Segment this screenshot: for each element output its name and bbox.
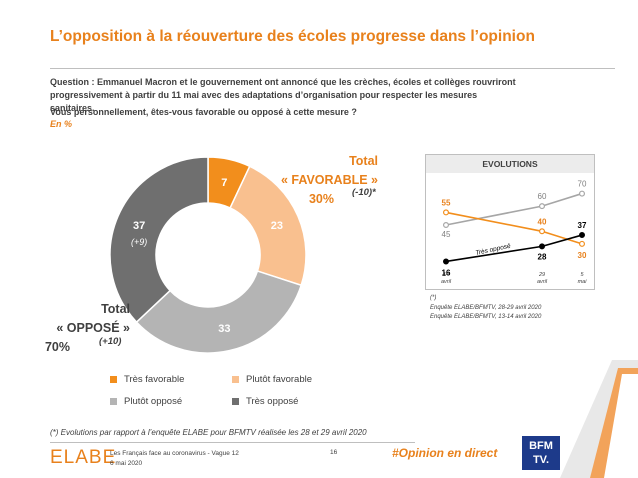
x-tick-month: mai — [578, 279, 588, 285]
evolution-point — [538, 243, 545, 250]
legend-swatch — [232, 398, 239, 405]
x-tick-month: avril — [441, 279, 452, 285]
evolution-value-label: 16 — [442, 268, 451, 277]
evolution-point — [579, 240, 586, 247]
evolution-value-label: 30 — [578, 251, 587, 260]
evolution-value-label: 40 — [538, 217, 547, 226]
total-favorable-value: 30% — [308, 191, 334, 206]
donut-slice-plutot-favorable — [229, 165, 307, 287]
donut-value-label: 7 — [221, 177, 227, 189]
source-line-2: Enquête ELABE/BFMTV, 13-14 avril 2020 — [430, 314, 542, 321]
total-favorable-delta: (-10)* — [352, 187, 376, 198]
evolution-line — [445, 234, 583, 263]
donut-delta-label: (+9) — [131, 237, 147, 247]
total-oppose-delta: (+10) — [99, 336, 122, 347]
evolution-value-label: 70 — [578, 180, 587, 189]
x-tick-day: 5 — [580, 272, 584, 278]
footer-info: Les Français face au coronavirus - Vague… — [110, 449, 239, 470]
unit-label: En % — [50, 119, 73, 129]
evolution-value-label: 28 — [538, 252, 547, 261]
total-oppose-line1: Total — [101, 302, 130, 316]
hashtag: #Opinion en direct — [392, 446, 498, 460]
total-favorable-block: Total « FAVORABLE » 30% — [268, 152, 378, 208]
bfmtv-logo-line2: TV. — [532, 454, 550, 466]
evolutions-title: EVOLUTIONS — [426, 155, 594, 173]
evolution-point — [443, 258, 450, 265]
evolution-point — [579, 190, 586, 197]
evolution-point — [443, 209, 450, 216]
evolution-value-label: 55 — [442, 198, 451, 207]
bfmtv-logo-line1: BFM — [529, 440, 553, 452]
donut-chart: 7 23 33 37 (+9) — [109, 156, 307, 354]
evolution-value-label: 60 — [538, 192, 547, 201]
footnote-mark: (*) — [430, 295, 437, 301]
evolution-line — [445, 211, 583, 245]
survey-date: 6 mai 2020 — [110, 460, 143, 468]
total-oppose-line2: « OPPOSÉ » — [56, 320, 130, 335]
donut-slice-plutot-oppose — [135, 270, 303, 354]
evolution-point — [579, 232, 586, 239]
question-text: Question : Emmanuel Macron et le gouvern… — [50, 77, 516, 114]
evolution-point — [443, 221, 450, 228]
page-number: 16 — [330, 449, 338, 456]
legend-swatch — [110, 398, 117, 405]
evolution-line — [445, 192, 583, 226]
donut-value-label: 33 — [218, 323, 230, 335]
survey-name: Les Français face au coronavirus - Vague… — [110, 450, 239, 457]
evolution-point — [538, 228, 545, 235]
x-tick-month: avril — [537, 279, 548, 285]
donut-slice-tres-oppose — [109, 156, 209, 324]
elabe-decoration-icon — [560, 360, 638, 478]
source-line-1: Enquête ELABE/BFMTV, 28-29 avril 2020 — [430, 304, 542, 311]
total-favorable-line1: Total — [349, 154, 378, 168]
total-oppose-value: 70% — [44, 339, 70, 354]
legend-label: Plutôt opposé — [124, 396, 183, 407]
legend-item-plutot-oppose: Plutôt opposé — [110, 396, 182, 407]
evolutions-panel: EVOLUTIONS 45 60 70 55 40 30 16 28 37 Très opposé… — [425, 154, 595, 290]
bfmtv-logo: BFM TV. — [522, 436, 560, 470]
legend-label: Plutôt favorable — [246, 374, 313, 385]
evolution-value-label: 45 — [442, 230, 451, 239]
evolutions-sources: (*) Enquête ELABE/BFMTV, 28-29 avril 202… — [430, 294, 541, 323]
question-prompt: Vous personnellement, êtes-vous favorabl… — [50, 107, 357, 117]
legend-label: Très opposé — [246, 396, 299, 407]
elabe-logo: ELABE — [50, 447, 117, 468]
footer-divider — [50, 442, 415, 443]
total-favorable-line2: « FAVORABLE » — [280, 172, 378, 187]
donut-value-label: 23 — [271, 220, 283, 232]
footnote: (*) Evolutions par rapport à l’enquête E… — [50, 428, 367, 437]
x-tick-day: 14 — [443, 272, 449, 278]
legend-swatch — [110, 376, 117, 383]
evolution-point — [538, 203, 545, 210]
total-oppose-block: Total « OPPOSÉ » 70% — [40, 300, 130, 356]
legend-item-plutot-favorable: Plutôt favorable — [232, 374, 312, 385]
title-divider — [50, 68, 615, 69]
legend-item-tres-oppose: Très opposé — [232, 396, 298, 407]
x-tick-day: 29 — [538, 272, 545, 278]
evolution-value-label: 37 — [578, 221, 587, 230]
page-title: L’opposition à la réouverture des écoles… — [50, 28, 535, 45]
legend-label: Très favorable — [124, 374, 185, 385]
donut-value-label: 37 — [133, 220, 145, 232]
legend-swatch — [232, 376, 239, 383]
legend-item-tres-favorable: Très favorable — [110, 374, 184, 385]
